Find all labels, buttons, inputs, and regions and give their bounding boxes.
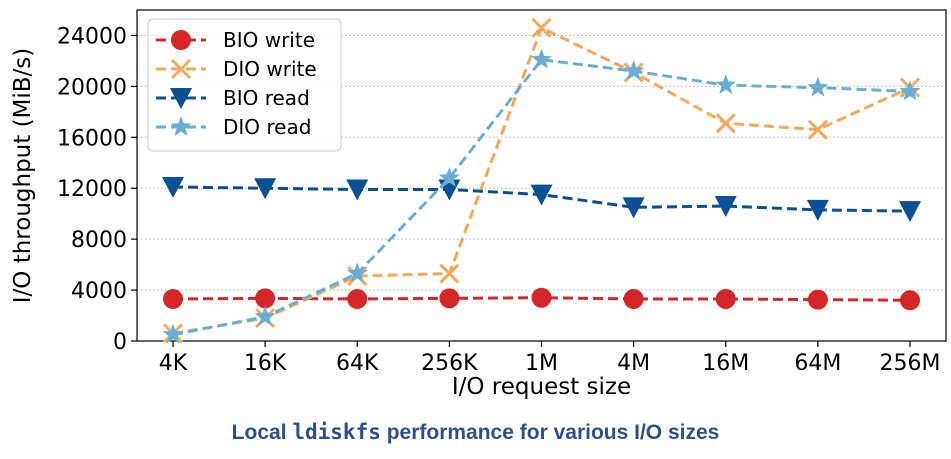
legend-marker	[170, 116, 192, 136]
y-tick-label: 4000	[71, 279, 127, 304]
y-tick-label: 24000	[57, 24, 127, 49]
data-point	[438, 179, 461, 201]
y-tick-label: 0	[113, 330, 127, 355]
data-point	[899, 80, 921, 101]
legend-marker	[171, 30, 191, 50]
data-point	[163, 288, 183, 309]
x-tick-label: 16K	[244, 351, 287, 376]
x-tick-label: 1M	[525, 351, 558, 376]
data-point	[347, 288, 368, 309]
legend-item: BIO write	[156, 28, 315, 52]
legend-marker	[170, 58, 192, 80]
x-tick-label: 4M	[617, 351, 650, 376]
legend: BIO write DIO write BIO read DIO read	[147, 18, 342, 152]
y-tick-label: 20000	[57, 75, 127, 100]
data-point	[715, 288, 736, 309]
x-tick-label: 64M	[794, 351, 841, 376]
x-tick-label: 256K	[421, 351, 478, 376]
legend-item: BIO read	[156, 86, 310, 110]
marker-stroke	[170, 58, 192, 80]
data-point	[254, 305, 276, 326]
data-point	[162, 323, 184, 344]
data-point	[531, 48, 552, 69]
data-point	[807, 289, 828, 310]
data-point	[899, 201, 921, 223]
data-point	[439, 263, 460, 284]
data-point	[531, 287, 552, 308]
data-point	[715, 113, 736, 134]
legend-item: DIO write	[156, 57, 317, 81]
x-tick-label: 256M	[880, 351, 941, 376]
data-point	[715, 74, 737, 94]
data-point	[807, 76, 829, 97]
series-bio-read	[162, 176, 921, 223]
series-bio-write	[163, 287, 920, 311]
legend-box	[147, 18, 342, 152]
caption-suffix: performance for various I/O sizes	[380, 421, 720, 444]
series-line	[172, 58, 911, 337]
marker-stroke	[439, 263, 460, 284]
throughput-chart: 0 4000 8000 12000 16000 20000 24000 4K 16K 64K 256…	[10, 9, 947, 400]
marker-stroke	[531, 17, 552, 38]
series-dio-read	[162, 48, 921, 344]
caption-code: ldiskfs	[292, 420, 381, 444]
data-point	[438, 167, 460, 187]
data-point	[530, 184, 553, 206]
data-point	[254, 178, 277, 200]
data-point	[346, 179, 369, 201]
y-tick-label: 8000	[71, 228, 127, 253]
y-axis-title: I/O throughput (MiB/s)	[10, 48, 36, 304]
x-tick-label: 16M	[702, 351, 749, 376]
data-point	[346, 262, 368, 283]
caption-prefix: Local	[231, 421, 293, 444]
data-point	[162, 176, 184, 198]
legend-marker	[170, 88, 192, 109]
legend-label: DIO read	[223, 115, 311, 139]
legend-label: BIO write	[223, 28, 315, 52]
data-point	[622, 197, 645, 219]
legend-item: DIO read	[156, 115, 311, 139]
legend-label: DIO write	[223, 57, 317, 81]
data-point	[623, 60, 645, 80]
data-point	[623, 288, 644, 309]
data-point	[807, 119, 828, 140]
data-point	[255, 288, 276, 309]
data-point	[439, 288, 460, 309]
x-axis-title: I/O request size	[452, 374, 631, 400]
x-tick-label: 4K	[159, 351, 188, 376]
data-point	[531, 17, 552, 38]
x-tick-label: 64K	[336, 351, 379, 376]
y-tick-label: 12000	[57, 177, 127, 202]
chart-caption: Local ldiskfs performance for various I/…	[0, 420, 951, 445]
data-point	[806, 199, 829, 221]
marker-stroke	[807, 119, 828, 140]
data-point	[900, 290, 920, 311]
y-tick-label: 16000	[57, 126, 127, 151]
marker-stroke	[715, 113, 736, 134]
data-point	[714, 196, 737, 218]
legend-label: BIO read	[223, 86, 310, 110]
